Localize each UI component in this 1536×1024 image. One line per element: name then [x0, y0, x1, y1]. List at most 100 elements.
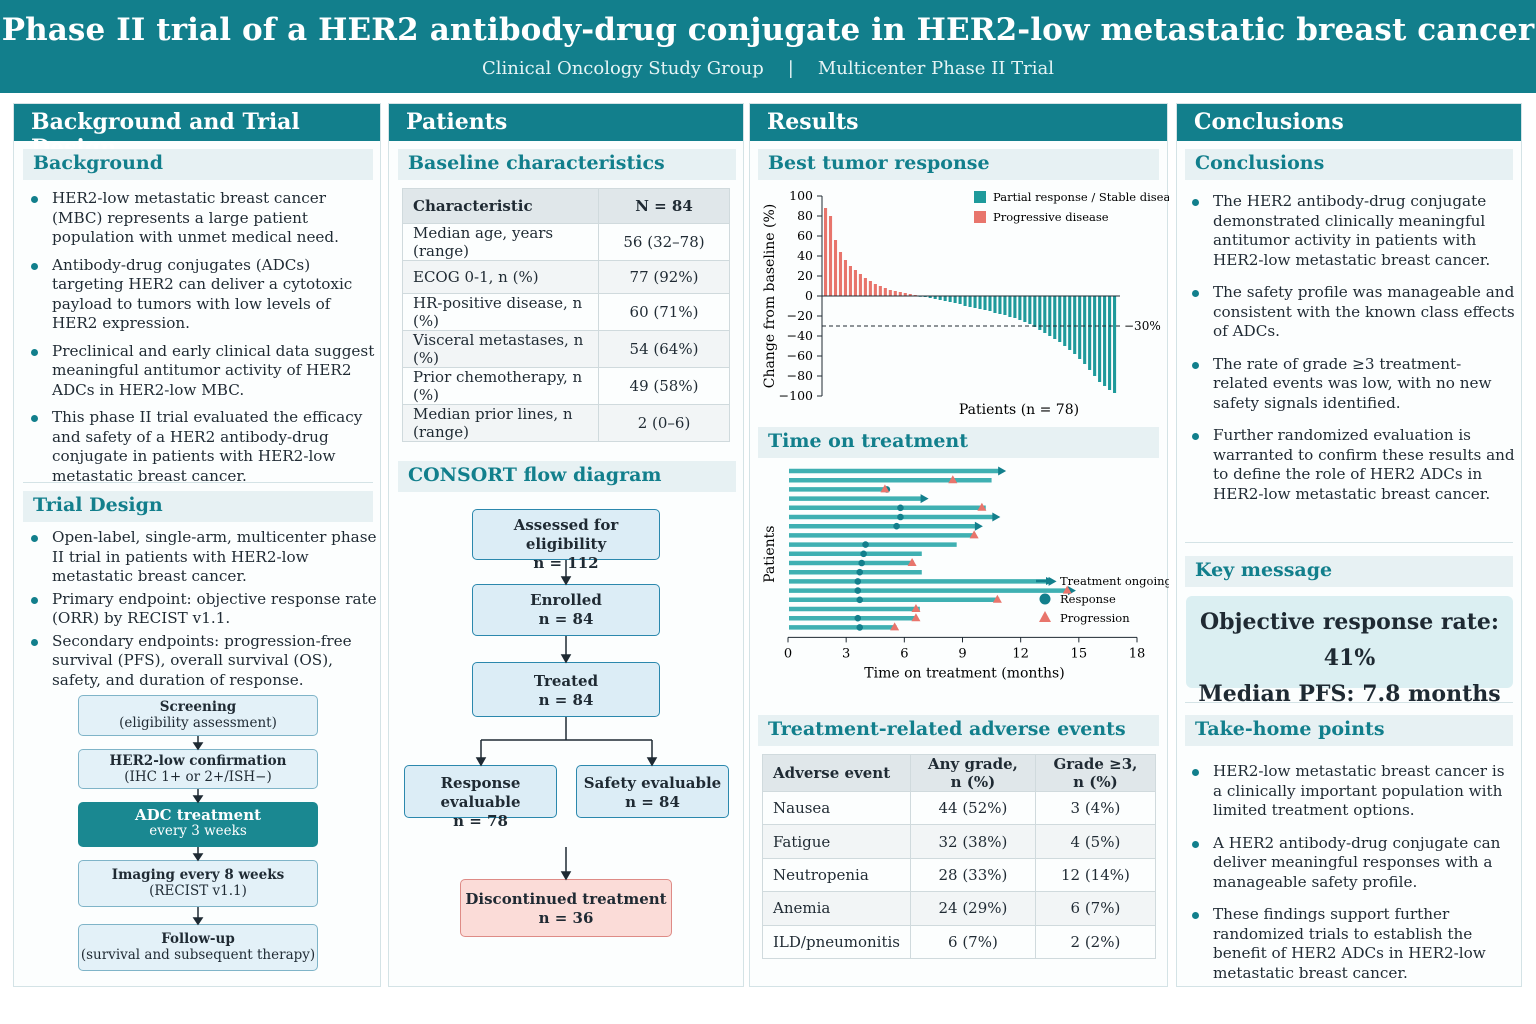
waterfall-bar: [898, 292, 902, 296]
waterfall-bar: [1008, 296, 1012, 317]
swimmer-x-tick-label: 9: [958, 646, 966, 661]
column-results: Results Best tumor response 100 80 60 40 20 0…: [749, 103, 1169, 987]
flow-step-confirmation: HER2-low confirmation (IHC 1+ or 2+/ISH−): [78, 749, 318, 789]
swimmer-y-label: Patients: [762, 526, 778, 583]
progression-marker: [907, 558, 917, 566]
bullet-item: This phase II trial evaluated the effica…: [23, 408, 378, 486]
waterfall-bar: [998, 296, 1002, 314]
progression-marker: [948, 475, 958, 484]
legend-label-progression: Progression: [1060, 611, 1130, 625]
poster-title: Phase II trial of a HER2 antibody-drug c…: [1, 12, 1535, 48]
key-message-pfs: Median PFS: 7.8 months: [1198, 681, 1501, 707]
table-cell: Neutropenia: [761, 857, 912, 893]
table-cell: Prior chemotherapy, n (%): [402, 367, 599, 406]
waterfall-bar: [848, 266, 853, 296]
divider: [1185, 542, 1513, 543]
waterfall-bar: [1073, 296, 1077, 354]
waterfall-bar: [1028, 296, 1032, 324]
poster-header: Phase II trial of a HER2 antibody-drug c…: [0, 0, 1536, 93]
waterfall-bar: [938, 296, 942, 300]
waterfall-bar: [878, 286, 882, 296]
response-marker: [858, 559, 865, 567]
bullet-item: HER2-low metastatic breast cancer (MBC) …: [23, 189, 378, 248]
consort-arrows: [475, 560, 658, 881]
table-row: Median prior lines, n (range) 2 (0–6): [402, 404, 730, 443]
take-home-bullets: HER2-low metastatic breast cancer is a c…: [1184, 762, 1516, 983]
table-cell: ILD/pneumonitis: [761, 924, 912, 959]
flow-step-treatment: ADC treatment every 3 weeks: [78, 802, 318, 847]
waterfall-y-tick-label: −80: [787, 368, 813, 383]
waterfall-bar: [1003, 296, 1007, 315]
flow-step-title: ADC treatment: [134, 806, 262, 824]
waterfall-bar: [1013, 296, 1017, 318]
flow-arrows: [192, 736, 204, 926]
table-cell: 3 (4%): [1034, 790, 1157, 826]
flow-step-sub: (IHC 1+ or 2+/ISH−): [124, 769, 272, 785]
waterfall-bar: [1093, 296, 1097, 376]
swimmer-x-tick-label: 18: [1129, 646, 1146, 661]
table-cell: 32 (38%): [910, 824, 1036, 859]
waterfall-bar: [958, 296, 962, 304]
legend-label-response: Response: [1060, 592, 1116, 606]
waterfall-y-tick-label: −100: [779, 388, 813, 403]
waterfall-bar: [973, 296, 977, 308]
table-header-cell: Adverse event: [761, 754, 912, 792]
swimmer-x-label: Time on treatment (months): [864, 665, 1064, 681]
section-title-key-message: Key message: [1185, 556, 1513, 587]
legend-label-progression: Progressive disease: [993, 210, 1109, 224]
response-marker: [856, 596, 864, 604]
design-bullets: Open-label, single-arm, multicenter phas…: [23, 528, 378, 690]
column-title: Background and Trial Design: [14, 104, 380, 161]
ongoing-arrow: [992, 512, 1001, 522]
baseline-table: Characteristic N = 84 Median age, years …: [402, 188, 730, 443]
waterfall-bar: [868, 281, 872, 296]
table-cell: 49 (58%): [598, 367, 730, 406]
study-group: Clinical Oncology Study Group: [482, 58, 764, 79]
section-title-conclusions: Conclusions: [1185, 149, 1513, 180]
bullet-item: HER2-low metastatic breast cancer is a c…: [1184, 762, 1516, 821]
waterfall-bar: [1083, 296, 1087, 364]
response-marker: [854, 587, 862, 594]
waterfall-bar: [1023, 296, 1027, 322]
waterfall-threshold-label: −30%: [1124, 319, 1161, 333]
table-header-row: Characteristic N = 84: [402, 188, 730, 224]
waterfall-bar: [1048, 296, 1052, 336]
waterfall-bar: [828, 216, 833, 296]
flow-step-follow-up: Follow-up (survival and subsequent therap…: [78, 924, 318, 971]
section-title-consort: CONSORT flow diagram: [398, 461, 736, 492]
waterfall-bar: [978, 296, 982, 309]
waterfall-x-label: Patients (n = 78): [959, 402, 1079, 418]
consort-label: Response evaluable: [440, 774, 521, 811]
adverse-events-table: Adverse event Any grade, n (%) Grade ≥3,…: [761, 754, 1157, 959]
consort-enrolled: Enrolled n = 84: [472, 584, 660, 636]
waterfall-bar: [873, 284, 877, 296]
waterfall-bar: [863, 278, 867, 296]
flow-step-imaging: Imaging every 8 weeks (RECIST v1.1): [78, 860, 318, 907]
ongoing-arrow: [974, 521, 983, 531]
waterfall-bar: [933, 296, 937, 299]
table-row: Fatigue 32 (38%) 4 (5%): [761, 824, 1157, 859]
waterfall-bar: [1068, 296, 1072, 350]
flow-step-title: Imaging every 8 weeks: [111, 867, 285, 883]
waterfall-bar: [963, 296, 967, 306]
swimmer-lanes: [789, 466, 1076, 631]
table-header-cell: Grade ≥3, n (%): [1034, 754, 1157, 792]
flow-step-sub: every 3 weeks: [149, 823, 247, 839]
waterfall-bar: [1098, 296, 1102, 382]
flow-step-sub: (RECIST v1.1): [149, 883, 247, 899]
section-title-adverse-events: Treatment-related adverse events: [758, 715, 1159, 746]
consort-label: Enrolled: [530, 591, 602, 609]
trial-type: Multicenter Phase II Trial: [817, 58, 1054, 79]
table-cell: 56 (32–78): [598, 223, 730, 261]
legend-label-response: Partial response / Stable disease: [993, 190, 1169, 204]
waterfall-bar: [1018, 296, 1022, 320]
table-cell: 4 (5%): [1034, 824, 1157, 859]
waterfall-bar: [988, 296, 992, 311]
progression-marker: [1062, 585, 1072, 594]
consort-label: Safety evaluable: [583, 774, 722, 792]
column-patients: Patients Baseline characteristics Charac…: [388, 103, 744, 987]
bullet-item: The HER2 antibody-drug conjugate demonst…: [1184, 192, 1516, 270]
waterfall-y-tick-label: 80: [797, 208, 813, 223]
consort-label: Discontinued treatment: [465, 890, 667, 908]
waterfall-bar: [893, 291, 897, 296]
